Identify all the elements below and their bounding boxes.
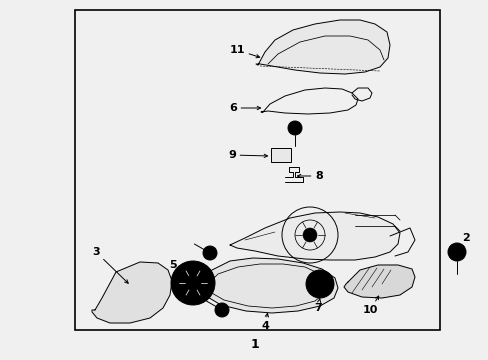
Circle shape bbox=[303, 228, 316, 242]
Polygon shape bbox=[343, 265, 414, 298]
Text: 3: 3 bbox=[92, 247, 128, 283]
Text: 4: 4 bbox=[261, 314, 268, 331]
Polygon shape bbox=[229, 212, 399, 260]
Text: 5: 5 bbox=[169, 260, 191, 279]
Bar bbox=[270, 148, 290, 162]
Text: 9: 9 bbox=[228, 150, 267, 160]
Polygon shape bbox=[256, 20, 389, 74]
Text: 10: 10 bbox=[362, 296, 378, 315]
Text: 6: 6 bbox=[229, 103, 260, 113]
Text: 1: 1 bbox=[250, 338, 259, 351]
Text: 11: 11 bbox=[229, 45, 259, 58]
Polygon shape bbox=[198, 258, 337, 313]
Polygon shape bbox=[92, 262, 172, 323]
Circle shape bbox=[171, 261, 215, 305]
Circle shape bbox=[203, 246, 217, 260]
Text: 7: 7 bbox=[313, 299, 321, 313]
Text: 8: 8 bbox=[297, 171, 322, 181]
Circle shape bbox=[447, 243, 465, 261]
Circle shape bbox=[314, 279, 325, 289]
Bar bbox=[75, 10, 439, 330]
Circle shape bbox=[305, 270, 333, 298]
Text: 2: 2 bbox=[457, 233, 469, 250]
Circle shape bbox=[185, 276, 200, 290]
Circle shape bbox=[287, 121, 302, 135]
Circle shape bbox=[215, 303, 228, 317]
